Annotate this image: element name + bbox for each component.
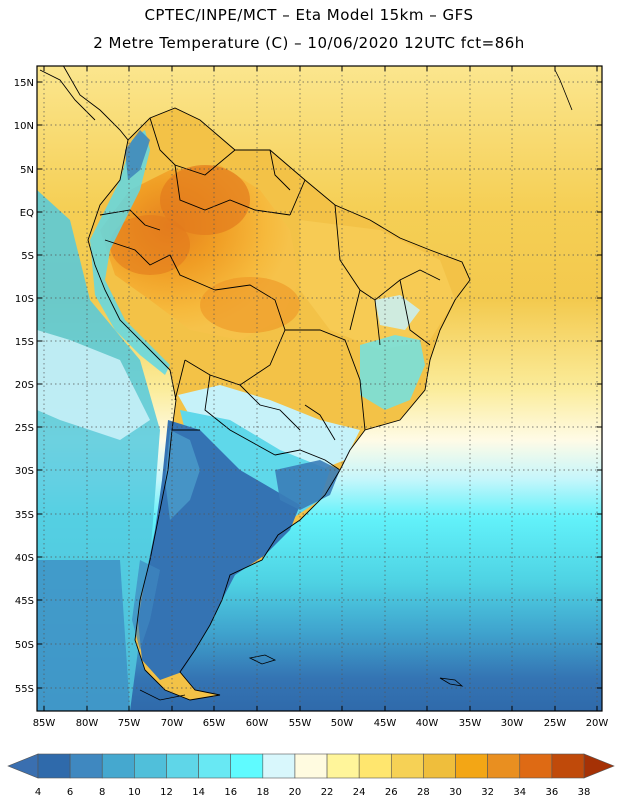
lat-label: 10S bbox=[15, 294, 34, 305]
colorbar-label: 24 bbox=[353, 787, 366, 798]
lat-label: 50S bbox=[15, 640, 34, 651]
colorbar-swatch bbox=[101, 753, 135, 779]
lon-label: 55W bbox=[289, 718, 312, 729]
latitude-labels: 15N 10N 5N EQ 5S 10S 15S 20S 25S 30S 35S 40S 45S 50S 5… bbox=[14, 78, 34, 695]
colorbar-swatch bbox=[423, 753, 456, 779]
axis-ticks bbox=[37, 66, 602, 711]
lon-label: 50W bbox=[331, 718, 354, 729]
lat-label: 10N bbox=[14, 121, 34, 132]
lat-label: 30S bbox=[15, 466, 34, 477]
colorbar-label: 34 bbox=[513, 787, 526, 798]
colorbar-label: 10 bbox=[128, 787, 141, 798]
map-field bbox=[37, 66, 602, 711]
country-borders bbox=[39, 66, 471, 701]
lat-label: 55S bbox=[15, 684, 34, 695]
colorbar-swatch bbox=[37, 753, 71, 779]
map-frame bbox=[36, 65, 603, 712]
colorbar-label: 26 bbox=[385, 787, 398, 798]
lon-label: 70W bbox=[161, 718, 184, 729]
colorbar-swatch bbox=[69, 753, 103, 779]
colorbar-label: 20 bbox=[289, 787, 302, 798]
colorbar-label: 4 bbox=[35, 787, 41, 798]
lon-label: 80W bbox=[76, 718, 99, 729]
lat-label: 35S bbox=[15, 510, 34, 521]
colorbar-label: 32 bbox=[481, 787, 494, 798]
lon-label: 85W bbox=[33, 718, 56, 729]
longitude-labels: 85W 80W 75W 70W 65W 60W 55W 50W 45W 40W 35W 30W 25W 2… bbox=[33, 718, 609, 729]
colorbar-swatch bbox=[358, 753, 392, 779]
colorbar-swatch bbox=[326, 753, 360, 779]
lat-label: 45S bbox=[15, 596, 34, 607]
colorbar-low-arrow bbox=[7, 753, 39, 779]
colorbar-swatch bbox=[294, 753, 328, 779]
lat-label: 40S bbox=[15, 553, 34, 564]
colorbar-label: 22 bbox=[321, 787, 334, 798]
lon-label: 65W bbox=[203, 718, 226, 729]
lat-label: 5S bbox=[21, 251, 34, 262]
lon-label: 75W bbox=[118, 718, 141, 729]
lon-label: 40W bbox=[416, 718, 439, 729]
colorbar-swatch bbox=[519, 753, 553, 779]
lat-label: 25S bbox=[15, 423, 34, 434]
colorbar-label: 14 bbox=[192, 787, 205, 798]
colorbar-label: 8 bbox=[99, 787, 105, 798]
map-title-line-1: CPTEC/INPE/MCT – Eta Model 15km – GFS bbox=[144, 6, 474, 24]
colorbar-swatch bbox=[487, 753, 521, 779]
colorbar-swatch bbox=[134, 753, 167, 779]
colorbar-label: 28 bbox=[417, 787, 430, 798]
map-title-line-2: 2 Metre Temperature (C) – 10/06/2020 12U… bbox=[93, 34, 525, 52]
lat-label: 5N bbox=[20, 165, 34, 176]
colorbar-label: 38 bbox=[578, 787, 591, 798]
colorbar-swatch bbox=[455, 753, 488, 779]
lat-label: 15S bbox=[15, 337, 34, 348]
colorbar: 4 6 8 10 12 14 16 18 20 22 24 26 28 30 32 34 36 38 bbox=[7, 753, 615, 798]
colorbar-swatch bbox=[262, 753, 296, 779]
colorbar-label: 30 bbox=[449, 787, 462, 798]
colorbar-swatch bbox=[390, 753, 424, 779]
lat-label: 20S bbox=[15, 380, 34, 391]
colorbar-swatch bbox=[166, 753, 199, 779]
colorbar-swatch bbox=[230, 753, 264, 779]
colorbar-swatch bbox=[551, 753, 585, 779]
colorbar-swatch bbox=[198, 753, 232, 779]
colorbar-high-arrow bbox=[583, 753, 615, 779]
colorbar-label: 16 bbox=[224, 787, 237, 798]
islands bbox=[139, 69, 573, 701]
lon-label: 30W bbox=[501, 718, 524, 729]
colorbar-label: 6 bbox=[67, 787, 73, 798]
lon-label: 20W bbox=[586, 718, 609, 729]
lon-label: 25W bbox=[544, 718, 567, 729]
colorbar-label: 18 bbox=[256, 787, 269, 798]
lon-label: 35W bbox=[459, 718, 482, 729]
colorbar-label: 36 bbox=[546, 787, 559, 798]
lon-label: 45W bbox=[374, 718, 397, 729]
lon-label: 60W bbox=[246, 718, 269, 729]
colorbar-label: 12 bbox=[160, 787, 173, 798]
andes-cool-ridge bbox=[90, 130, 170, 375]
lat-label: 15N bbox=[14, 78, 34, 89]
lat-label: EQ bbox=[20, 208, 34, 219]
